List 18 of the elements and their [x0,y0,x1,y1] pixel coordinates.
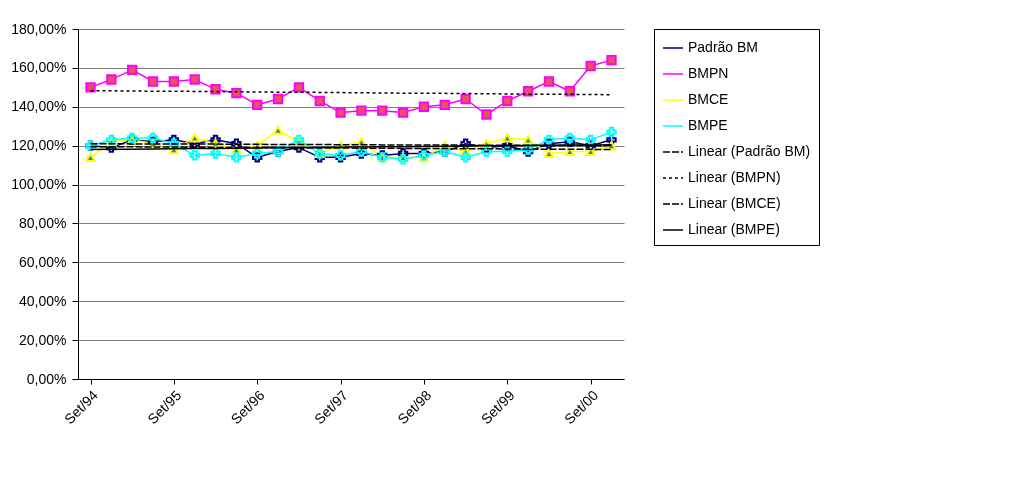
legend-label: Linear (Padrão BM) [688,143,811,159]
y-tick-label: 180,00% [11,20,67,37]
legend-label: Linear (BMPN) [688,169,781,185]
y-tick-label: 80,00% [19,214,67,231]
legend-label: Linear (BMCE) [688,195,781,211]
legend-label: BMPN [688,65,729,81]
legend-label: BMCE [688,91,729,107]
y-tick-label: 100,00% [11,176,67,193]
y-tick-label: 120,00% [11,137,67,154]
y-tick-label: 0,00% [26,370,67,387]
y-tick-label: 160,00% [11,59,67,76]
y-tick-label: 20,00% [19,331,67,348]
legend-label: Padrão BM [688,39,759,55]
y-tick-label: 40,00% [19,292,67,309]
legend-label: BMPE [688,117,728,133]
y-tick-label: 60,00% [19,253,67,270]
legend-label: Linear (BMPE) [688,221,780,237]
y-tick-label: 140,00% [11,98,67,115]
